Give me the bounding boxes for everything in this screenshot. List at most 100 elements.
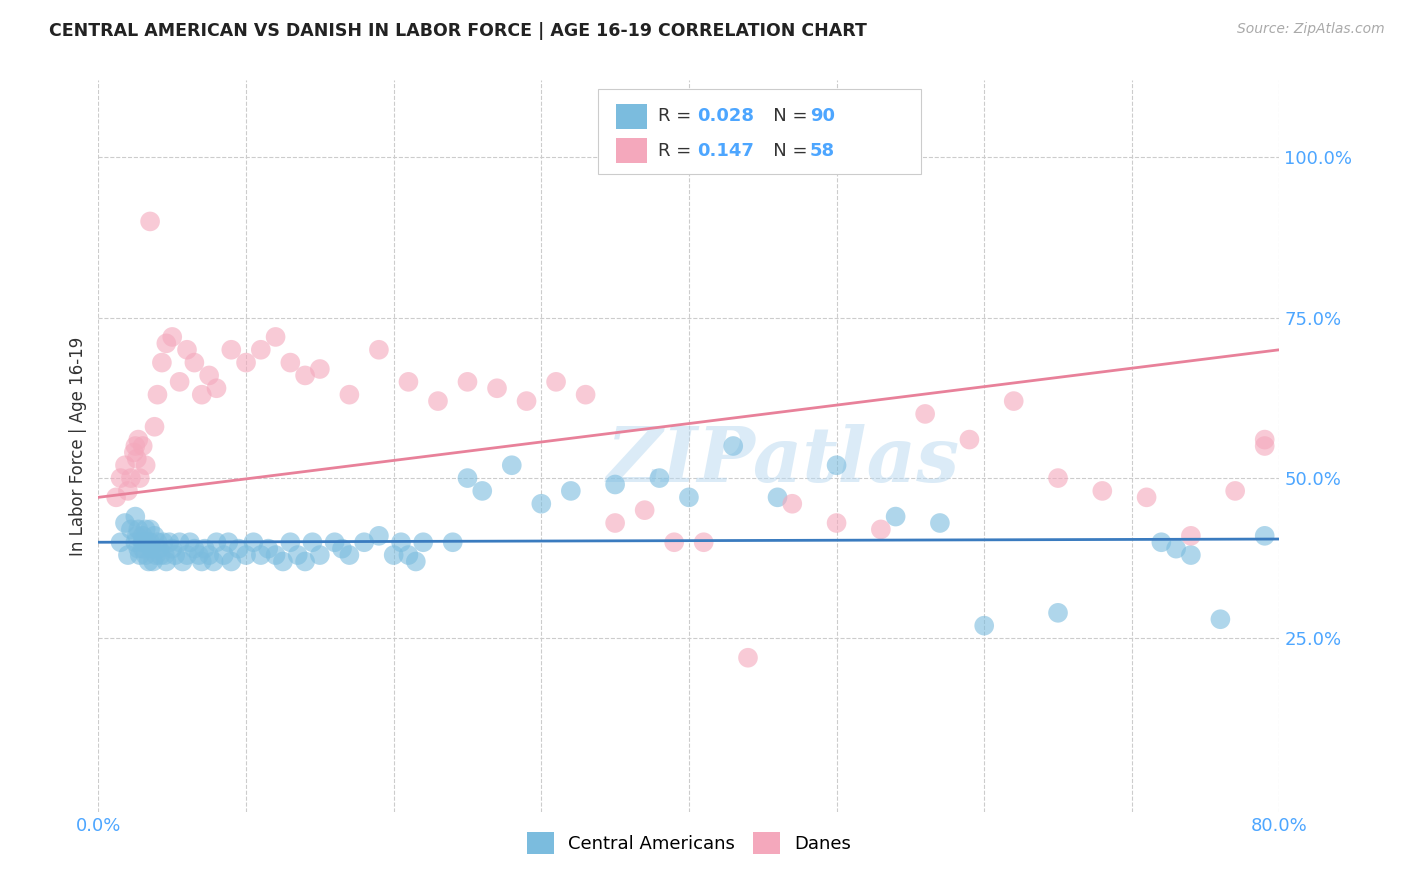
Point [162,541,183,556]
Point [1180,529,1202,543]
Point [427,394,450,409]
Point [150,355,173,369]
Point [132,529,155,543]
Point [825,458,848,473]
Point [271,554,294,568]
Point [202,554,225,568]
Text: Source: ZipAtlas.com: Source: ZipAtlas.com [1237,22,1385,37]
Point [122,445,145,459]
Point [339,387,361,401]
Y-axis label: In Labor Force | Age 16-19: In Labor Force | Age 16-19 [69,336,87,556]
Point [737,650,759,665]
Point [1046,606,1070,620]
Point [382,548,405,562]
Point [1136,491,1159,505]
Point [546,375,568,389]
Point [766,491,789,505]
Point [228,541,250,556]
Point [242,535,264,549]
Point [155,554,177,568]
Point [114,458,136,473]
Point [501,458,523,473]
Point [973,618,995,632]
Point [135,548,157,562]
Point [782,497,804,511]
Point [929,516,952,530]
Point [176,343,198,357]
Point [1254,439,1277,453]
Text: CENTRAL AMERICAN VS DANISH IN LABOR FORCE | AGE 16-19 CORRELATION CHART: CENTRAL AMERICAN VS DANISH IN LABOR FORC… [49,22,868,40]
Point [1002,394,1025,409]
Point [664,535,686,549]
Point [139,523,162,537]
Point [405,554,427,568]
Point [124,509,146,524]
Point [165,548,187,562]
Point [110,535,132,549]
Text: 58: 58 [810,142,835,160]
Point [117,483,139,498]
Point [148,541,170,556]
Point [169,375,191,389]
Point [678,491,700,505]
Point [187,548,209,562]
Point [139,214,162,228]
Point [959,433,981,447]
Point [264,330,287,344]
Point [368,343,391,357]
Point [1180,548,1202,562]
Point [530,497,553,511]
Point [205,535,228,549]
Point [575,387,598,401]
Point [235,548,257,562]
Point [132,541,155,556]
Point [235,355,257,369]
Point [1254,529,1277,543]
Point [125,451,148,466]
Point [124,439,146,453]
Point [155,336,177,351]
Point [138,554,160,568]
Point [309,548,332,562]
Text: N =: N = [756,142,814,160]
Point [143,529,166,543]
Point [486,381,509,395]
Point [264,548,287,562]
Point [142,554,165,568]
Point [132,439,155,453]
Point [120,523,142,537]
Point [117,548,139,562]
Point [257,541,280,556]
Point [176,548,198,562]
Point [146,535,169,549]
Point [648,471,671,485]
Text: ZIPatlas: ZIPatlas [607,424,960,498]
Point [191,554,214,568]
Point [125,529,148,543]
Point [205,381,228,395]
Point [128,471,150,485]
Point [280,355,302,369]
Point [183,541,205,556]
Point [825,516,848,530]
Point [634,503,657,517]
Point [169,535,191,549]
Point [135,458,157,473]
Point [120,471,142,485]
Point [124,535,146,549]
Point [127,523,149,537]
Text: N =: N = [756,107,814,126]
Point [141,541,163,556]
Point [309,362,332,376]
Point [353,535,375,549]
Point [139,535,162,549]
Point [114,516,136,530]
Point [250,343,273,357]
Point [250,548,273,562]
Point [471,483,494,498]
Point [217,535,239,549]
Point [441,535,464,549]
Point [723,439,745,453]
Point [1091,483,1114,498]
Text: 0.028: 0.028 [697,107,755,126]
